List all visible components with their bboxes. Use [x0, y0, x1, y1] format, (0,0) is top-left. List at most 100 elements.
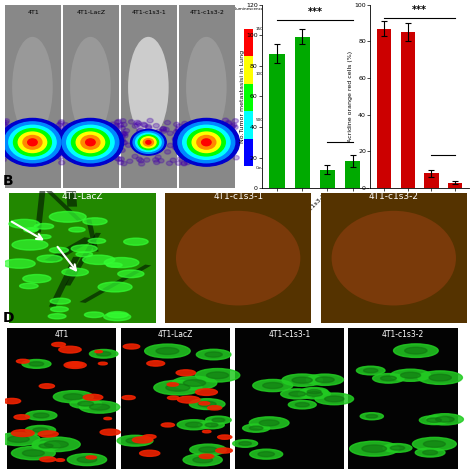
Circle shape — [289, 392, 306, 396]
Circle shape — [282, 374, 322, 386]
Bar — [270, 54, 284, 188]
Circle shape — [67, 454, 107, 465]
Circle shape — [118, 123, 124, 128]
Circle shape — [14, 128, 51, 156]
Circle shape — [164, 120, 171, 125]
Bar — [7, 328, 116, 469]
Circle shape — [192, 132, 220, 153]
Circle shape — [116, 119, 122, 124]
Bar — [377, 28, 392, 188]
Y-axis label: No.Tumor metastasisi in Lung: No.Tumor metastasisi in Lung — [239, 50, 245, 143]
Circle shape — [212, 418, 225, 422]
Text: D: D — [2, 311, 14, 325]
Circle shape — [59, 346, 81, 353]
Circle shape — [118, 138, 124, 142]
Circle shape — [0, 119, 6, 124]
Ellipse shape — [176, 211, 301, 305]
Circle shape — [239, 442, 251, 446]
Bar — [121, 328, 230, 469]
Circle shape — [104, 418, 111, 419]
Circle shape — [23, 136, 42, 149]
Circle shape — [125, 143, 131, 147]
Circle shape — [391, 369, 430, 381]
Circle shape — [134, 120, 140, 125]
Circle shape — [54, 391, 93, 403]
Circle shape — [259, 420, 279, 426]
Circle shape — [141, 137, 156, 148]
Circle shape — [97, 352, 111, 356]
Circle shape — [9, 219, 39, 228]
Text: 5000: 5000 — [255, 118, 266, 122]
Circle shape — [56, 123, 63, 127]
Circle shape — [172, 376, 217, 390]
Circle shape — [177, 156, 183, 161]
Circle shape — [137, 128, 144, 132]
Circle shape — [190, 444, 226, 455]
Text: Luminescence: Luminescence — [234, 7, 264, 10]
Circle shape — [12, 240, 48, 250]
Bar — [244, 28, 253, 56]
Circle shape — [207, 372, 228, 379]
Bar — [41, 186, 82, 221]
Circle shape — [216, 448, 232, 453]
Circle shape — [3, 120, 9, 125]
Circle shape — [366, 414, 378, 418]
Circle shape — [202, 430, 211, 433]
Circle shape — [95, 350, 102, 353]
Circle shape — [253, 380, 293, 392]
Circle shape — [167, 131, 173, 136]
Circle shape — [208, 406, 222, 410]
Text: 4T1-c1s3-1: 4T1-c1s3-1 — [268, 329, 310, 338]
Text: 4T1-LacZ: 4T1-LacZ — [158, 329, 193, 338]
Circle shape — [134, 123, 140, 127]
Circle shape — [143, 138, 154, 146]
Circle shape — [33, 428, 48, 432]
Circle shape — [381, 376, 396, 381]
Text: 4T1-c1s3-2: 4T1-c1s3-2 — [369, 192, 419, 201]
Circle shape — [11, 447, 55, 460]
Bar — [244, 56, 253, 83]
Bar — [65, 233, 101, 286]
Circle shape — [57, 155, 63, 159]
Circle shape — [263, 383, 283, 389]
Circle shape — [86, 139, 95, 146]
Circle shape — [24, 228, 37, 232]
Bar — [401, 32, 415, 188]
Circle shape — [197, 136, 216, 149]
Circle shape — [77, 456, 97, 463]
Circle shape — [99, 362, 107, 365]
Circle shape — [178, 122, 235, 163]
Circle shape — [22, 450, 44, 456]
Circle shape — [107, 311, 128, 318]
Circle shape — [81, 136, 100, 149]
Circle shape — [218, 435, 232, 439]
Ellipse shape — [12, 37, 53, 138]
Circle shape — [120, 118, 126, 123]
Circle shape — [249, 426, 263, 430]
Circle shape — [38, 431, 58, 437]
Circle shape — [306, 392, 322, 396]
Circle shape — [50, 298, 70, 304]
Circle shape — [136, 157, 142, 161]
Y-axis label: Acridine orange red cells (%): Acridine orange red cells (%) — [348, 51, 353, 142]
Text: Counts: Counts — [255, 166, 269, 170]
Circle shape — [153, 124, 159, 128]
Circle shape — [136, 121, 142, 126]
Circle shape — [90, 349, 118, 358]
Circle shape — [119, 138, 126, 142]
Circle shape — [427, 418, 441, 422]
Bar — [320, 193, 467, 323]
Circle shape — [243, 424, 270, 432]
Circle shape — [141, 122, 147, 127]
Circle shape — [199, 447, 217, 453]
Circle shape — [122, 396, 135, 400]
Ellipse shape — [70, 37, 111, 138]
Circle shape — [184, 160, 191, 165]
Circle shape — [390, 446, 405, 450]
Bar — [424, 173, 438, 188]
Circle shape — [307, 390, 321, 394]
Circle shape — [32, 437, 80, 452]
Circle shape — [306, 374, 344, 385]
Circle shape — [64, 394, 83, 400]
Circle shape — [57, 118, 124, 166]
